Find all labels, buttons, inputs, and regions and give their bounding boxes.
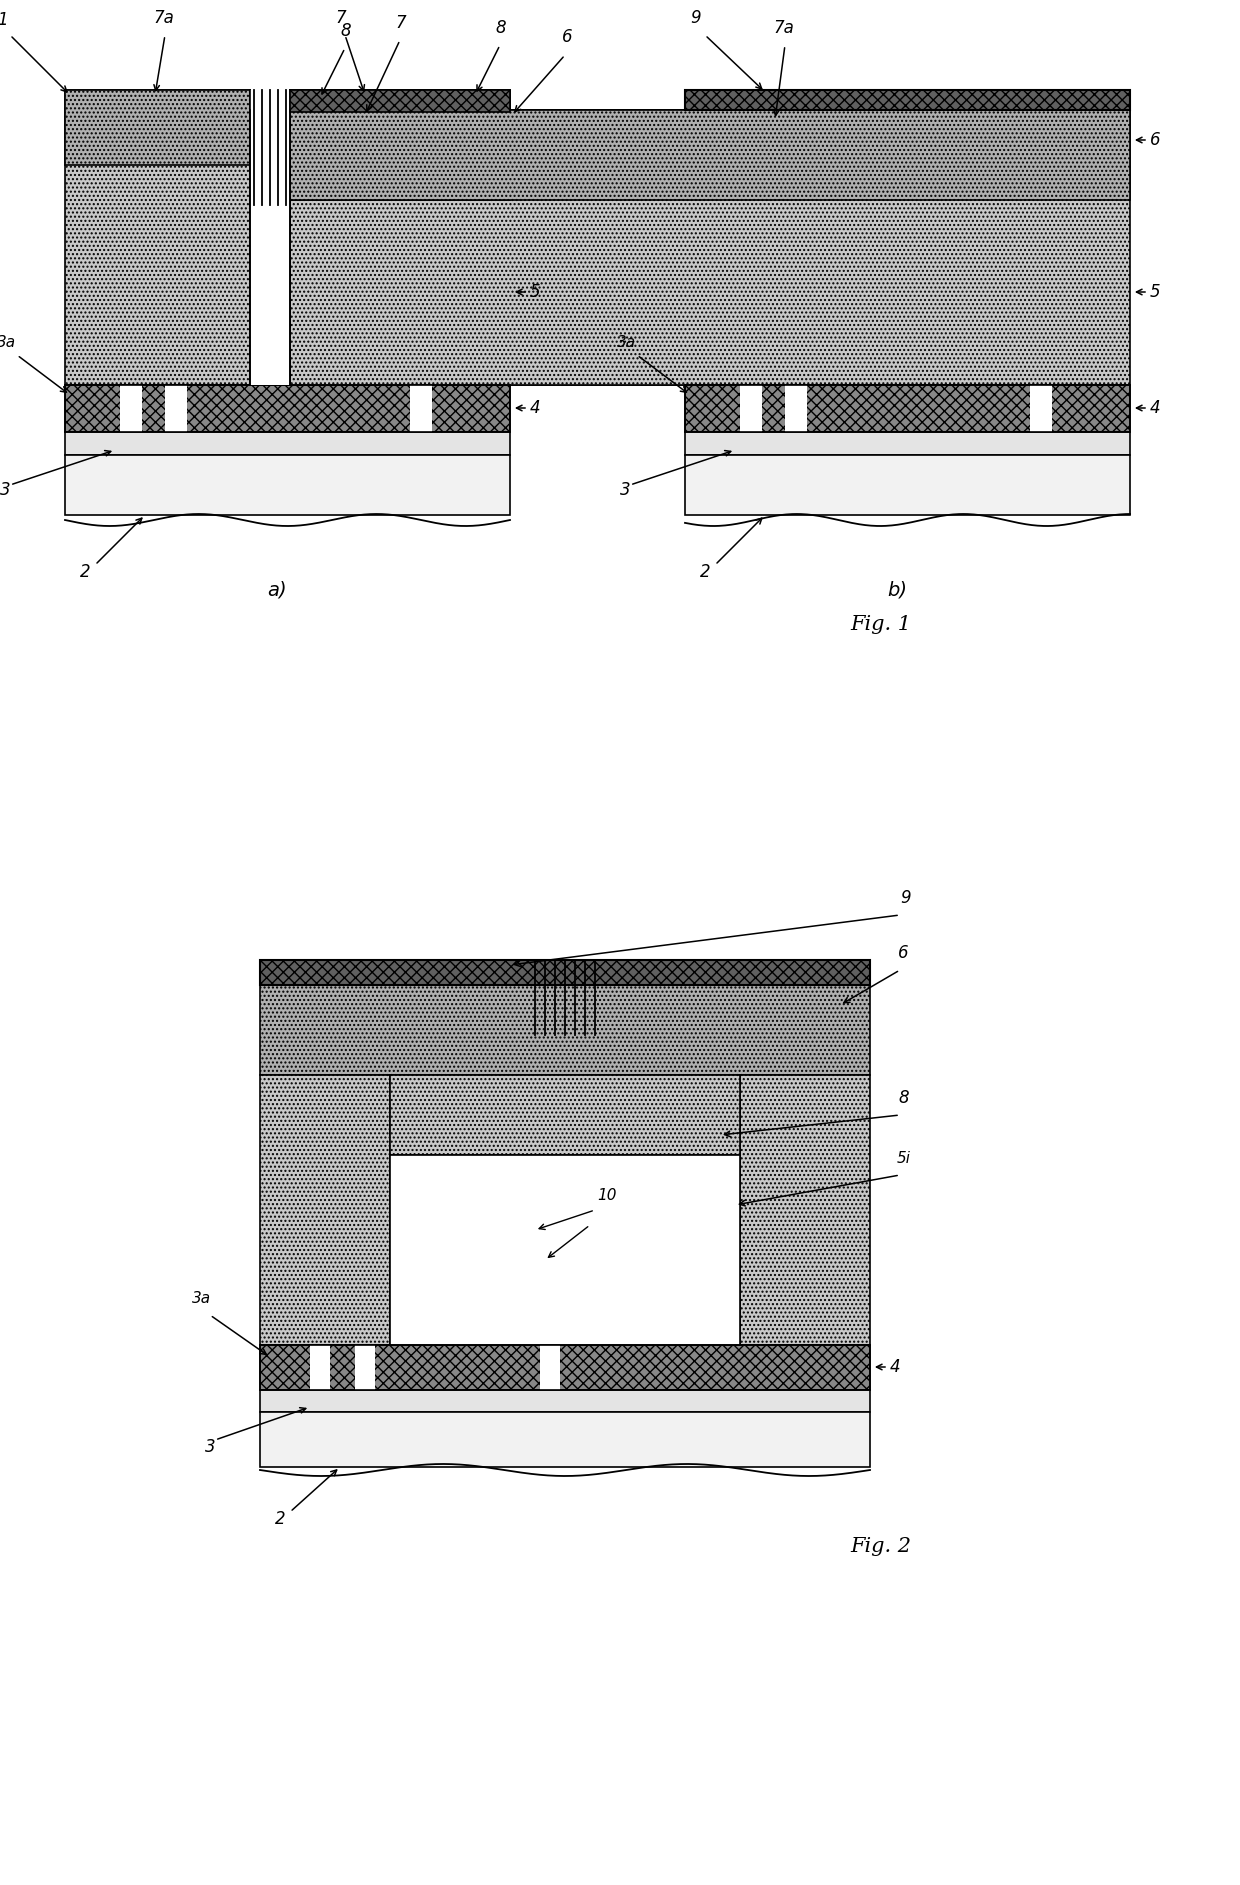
Bar <box>64 432 510 454</box>
Bar <box>290 109 1130 200</box>
Bar <box>310 1346 330 1389</box>
Bar <box>290 109 1130 385</box>
Text: 9: 9 <box>900 890 910 907</box>
Text: 1: 1 <box>0 11 7 28</box>
Text: 5: 5 <box>529 283 541 302</box>
Text: Fig. 2: Fig. 2 <box>849 1536 911 1555</box>
Bar <box>391 1156 740 1346</box>
Text: 8: 8 <box>898 1090 909 1106</box>
Text: 3a: 3a <box>192 1291 211 1306</box>
Bar <box>355 1346 374 1389</box>
Text: 6: 6 <box>1149 130 1161 149</box>
Text: 9: 9 <box>689 9 701 26</box>
Text: 4: 4 <box>529 400 541 417</box>
Bar <box>740 385 763 432</box>
Bar <box>260 1346 870 1389</box>
Text: 2: 2 <box>81 564 91 581</box>
Text: 7a: 7a <box>773 19 794 38</box>
Bar <box>250 109 290 385</box>
Bar <box>391 1074 740 1156</box>
Bar <box>260 1346 870 1389</box>
Bar <box>785 385 807 432</box>
Text: b): b) <box>887 581 906 599</box>
Bar <box>410 385 432 432</box>
Bar <box>684 432 1130 454</box>
Text: 7: 7 <box>335 9 346 26</box>
Bar <box>684 385 1130 432</box>
Bar <box>64 90 250 166</box>
Text: Fig. 1: Fig. 1 <box>849 615 911 633</box>
Bar <box>290 90 510 385</box>
Bar <box>64 385 510 432</box>
Bar <box>260 1074 391 1346</box>
Text: 3: 3 <box>205 1438 216 1455</box>
Bar <box>290 90 510 111</box>
Bar <box>260 1389 870 1412</box>
Bar <box>64 385 510 432</box>
Bar <box>250 90 290 385</box>
Bar <box>260 986 870 1074</box>
Bar <box>260 1412 870 1467</box>
Bar <box>684 454 1130 515</box>
Text: 4: 4 <box>890 1357 900 1376</box>
Bar <box>290 90 510 200</box>
Text: 3: 3 <box>620 481 631 500</box>
Bar <box>260 959 870 986</box>
Text: 7a: 7a <box>153 9 174 26</box>
Bar <box>250 109 684 185</box>
Bar <box>120 385 143 432</box>
Text: 2: 2 <box>701 564 711 581</box>
Text: 3a: 3a <box>618 336 636 351</box>
Text: 3: 3 <box>0 481 11 500</box>
Text: 5i: 5i <box>897 1152 911 1167</box>
Bar <box>64 90 250 385</box>
Bar <box>250 109 684 385</box>
Text: 7: 7 <box>396 13 405 32</box>
Text: 4: 4 <box>1149 400 1161 417</box>
Bar <box>684 90 1130 109</box>
Bar <box>740 1074 870 1346</box>
Bar <box>165 385 187 432</box>
Text: a): a) <box>267 581 286 599</box>
Text: 6: 6 <box>898 944 909 961</box>
Bar <box>684 385 1130 432</box>
Text: 5: 5 <box>1149 283 1161 302</box>
Text: 2: 2 <box>275 1510 285 1529</box>
Bar <box>1030 385 1052 432</box>
Text: 10: 10 <box>596 1188 616 1203</box>
Bar <box>64 454 510 515</box>
Text: 6: 6 <box>562 28 573 45</box>
Text: 3a: 3a <box>0 336 16 351</box>
Text: 8: 8 <box>340 23 351 40</box>
Bar <box>539 1346 560 1389</box>
Text: 8: 8 <box>495 19 506 38</box>
